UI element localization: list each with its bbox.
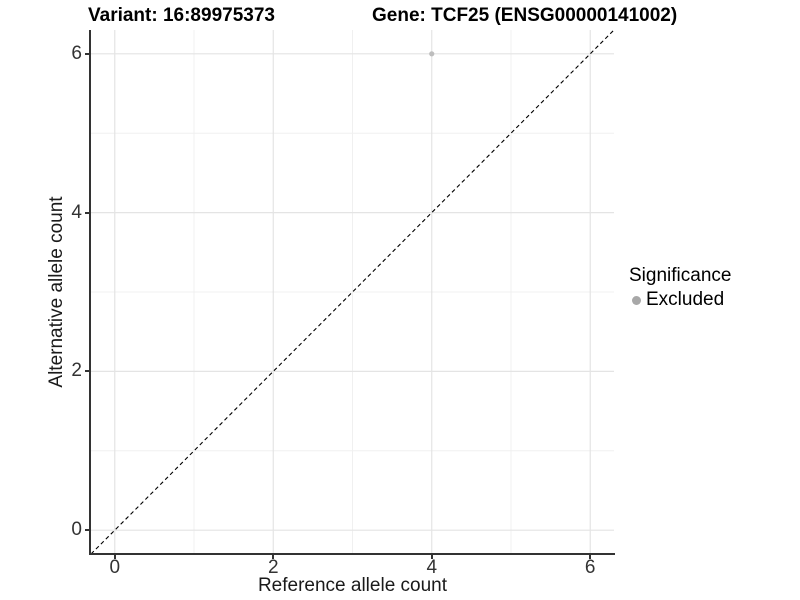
y-axis-title: Alternative allele count <box>46 196 67 388</box>
data-point <box>429 51 435 57</box>
y-tick-mark <box>85 529 89 532</box>
excluded-point-icon <box>632 295 641 305</box>
x-axis-title: Reference allele count <box>257 575 448 596</box>
y-tick-label: 0 <box>71 519 82 541</box>
x-tick-mark <box>113 555 116 559</box>
y-tick-label: 4 <box>71 201 82 223</box>
y-tick-label: 2 <box>71 360 82 382</box>
legend-title: Significance <box>629 265 732 286</box>
x-tick-mark <box>430 555 433 559</box>
legend-item-label: Excluded <box>646 289 725 310</box>
x-tick-label: 2 <box>267 557 279 578</box>
variant-title: Variant: 16:89975373 <box>88 5 275 26</box>
y-axis-line <box>89 30 91 555</box>
x-tick-mark <box>272 555 275 559</box>
x-tick-label: 6 <box>584 557 596 578</box>
x-axis-line <box>89 553 615 555</box>
x-tick-label: 4 <box>426 557 438 578</box>
legend-item-excluded: Excluded <box>629 288 731 312</box>
identity-line <box>91 30 614 554</box>
y-tick-mark <box>85 52 89 55</box>
y-tick-mark <box>85 370 89 373</box>
y-tick-mark <box>85 211 89 214</box>
legend: Significance Excluded <box>629 264 731 312</box>
y-tick-label: 6 <box>71 42 82 64</box>
gene-title: Gene: TCF25 (ENSG00000141002) <box>372 5 678 26</box>
x-tick-mark <box>589 555 592 559</box>
x-tick-label: 0 <box>109 557 121 578</box>
plot-panel <box>91 30 614 554</box>
